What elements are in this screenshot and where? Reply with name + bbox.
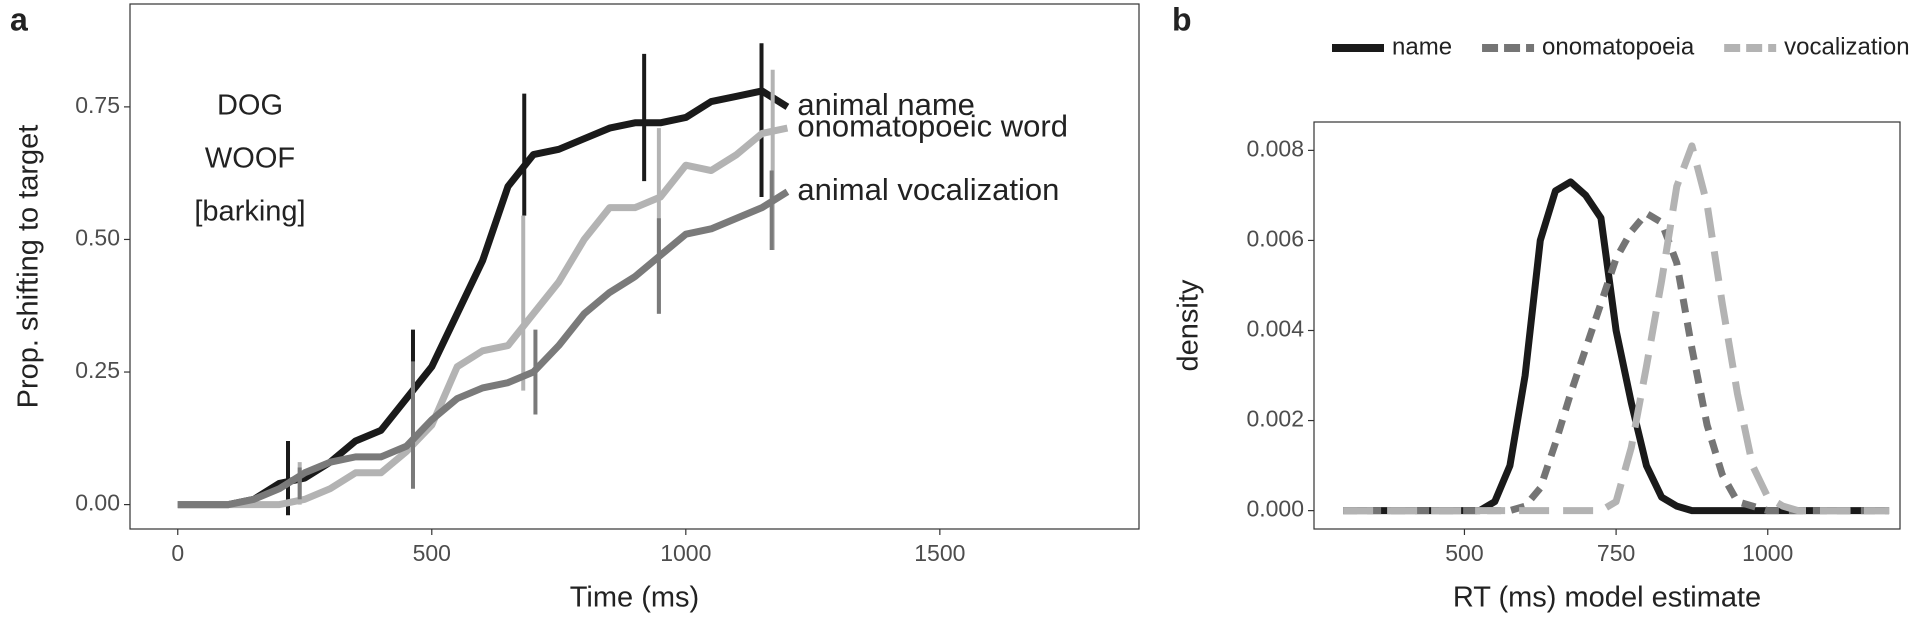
series-end-label: onomatopoeic word [797, 108, 1068, 143]
series-line [1343, 209, 1890, 515]
plot-frame [1313, 121, 1901, 530]
annotation: [barking] [194, 196, 305, 228]
plot-frame [129, 3, 1140, 530]
annotation: WOOF [205, 143, 295, 175]
y-axis-title: Prop. shifting to target [13, 125, 45, 409]
y-tick-label: 0.50 [75, 225, 120, 251]
legend-label: vocalization [1784, 33, 1909, 60]
x-tick-label: 0 [171, 540, 184, 566]
series-line [177, 124, 789, 509]
y-tick-label: 0.75 [75, 92, 120, 118]
y-tick-label: 0.25 [75, 357, 120, 383]
legend-label: name [1392, 33, 1452, 60]
y-tick-label: 0.000 [1246, 496, 1304, 522]
y-axis-title: density [1173, 279, 1205, 371]
panel-label: b [1172, 1, 1192, 37]
y-tick-label: 0.004 [1246, 316, 1304, 342]
x-tick-label: 750 [1597, 540, 1635, 566]
legend-label: onomatopoeia [1542, 33, 1695, 60]
x-axis-title: Time (ms) [570, 582, 699, 614]
x-tick-label: 500 [413, 540, 451, 566]
x-tick-label: 1000 [660, 540, 711, 566]
annotation: DOG [217, 90, 283, 122]
x-axis-title: RT (ms) model estimate [1453, 582, 1761, 614]
panel-label: a [10, 1, 28, 37]
series-line [177, 188, 790, 509]
series-end-label: animal name [797, 87, 974, 122]
series-line [1343, 178, 1890, 515]
series-end-label: animal vocalization [797, 172, 1059, 207]
series-line [177, 87, 790, 509]
x-tick-label: 1000 [1742, 540, 1793, 566]
series-line [1343, 142, 1890, 515]
y-tick-label: 0.006 [1246, 226, 1304, 252]
x-tick-label: 500 [1445, 540, 1483, 566]
y-tick-label: 0.002 [1246, 406, 1304, 432]
y-tick-label: 0.008 [1246, 135, 1304, 161]
y-tick-label: 0.00 [75, 490, 120, 516]
x-tick-label: 1500 [914, 540, 965, 566]
